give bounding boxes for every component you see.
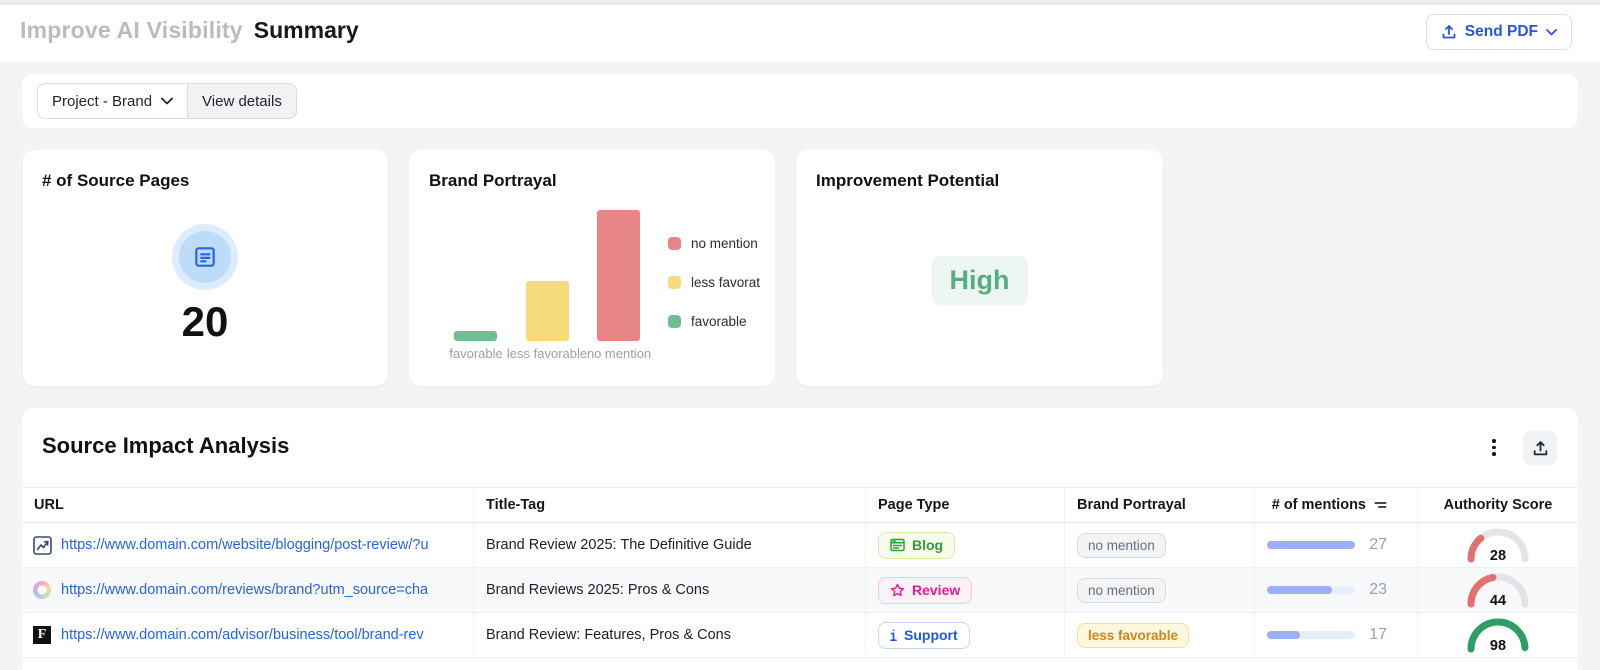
table-row: https://www.domain.com/website/blogging/… [22,523,1578,568]
mentions-count: 17 [1369,626,1387,643]
mentions-header-label: # of mentions [1271,497,1366,513]
source-impact-analysis-card: Source Impact Analysis URL Title-Tag Pag… [22,408,1578,670]
legend-item-less-favorable[interactable]: less favorat [668,275,760,290]
brand-portrayal-chart: favorable less favorable no mention no m… [409,150,775,386]
document-icon [172,224,238,290]
source-impact-analysis-title: Source Impact Analysis [42,433,290,458]
improvement-potential-value: High [931,256,1028,305]
page-header: Improve AI Visibility Summary Send PDF [0,5,1600,62]
bar-less-favorable [526,281,569,341]
legend-item-favorable[interactable]: favorable [668,314,760,329]
column-header-page-type: Page Type [866,488,1065,522]
send-pdf-button[interactable]: Send PDF [1425,14,1572,50]
brand-portrayal-title: Brand Portrayal [429,171,557,190]
brand-portrayal-card: Brand Portrayal favorable less favorable… [409,150,775,386]
source-pages-card: # of Source Pages 20 [22,150,388,386]
mentions-bar [1267,541,1355,549]
column-header-title-tag: Title-Tag [474,488,866,522]
improvement-potential-card: Improvement Potential High [796,150,1163,386]
table-row: F https://www.domain.com/advisor/busines… [22,613,1578,658]
send-pdf-label: Send PDF [1464,23,1538,40]
chevron-down-icon [1546,28,1557,36]
column-header-authority-score: Authority Score [1443,497,1553,513]
legend-swatch [668,276,681,289]
column-header-mentions: # of mentions [1255,488,1418,522]
chart-legend: no mention less favorat favorable [668,236,760,329]
export-button[interactable] [1523,431,1557,465]
legend-label: less favorat [691,275,761,290]
mentions-bar [1267,631,1355,639]
info-icon [890,628,897,642]
table-header-row: URL Title-Tag Page Type Brand Portrayal … [22,487,1578,523]
improvement-potential-title: Improvement Potential [816,171,1000,190]
authority-score-gauge: 98 [1466,616,1530,654]
line-chart-favicon [32,535,52,555]
mentions-count: 27 [1369,536,1387,553]
upload-icon [1441,24,1457,40]
authority-score-value: 44 [1489,593,1507,609]
legend-swatch [668,315,681,328]
table-row: https://www.domain.com/reviews/brand?utm… [22,568,1578,613]
breadcrumb: Improve AI Visibility Summary [20,17,359,44]
page-type-badge-review: Review [878,576,973,604]
page-type-badge-support: Support [878,621,970,649]
column-header-url: URL [22,488,474,522]
source-pages-title: # of Source Pages [42,171,190,190]
blog-icon [890,538,905,552]
authority-score-gauge: 28 [1466,526,1530,564]
authority-score-value: 28 [1489,548,1507,564]
legend-label: no mention [691,236,758,251]
sort-icon[interactable] [1374,500,1387,510]
project-selector-dropdown[interactable]: Project - Brand [37,83,189,119]
mentions-bar [1267,586,1355,594]
title-tag-text: Brand Review: Features, Pros & Cons [486,627,731,643]
page-type-badge-blog: Blog [878,531,956,559]
mentions-count: 23 [1369,581,1387,598]
title-tag-text: Brand Reviews 2025: Pros & Cons [486,582,710,598]
project-selector-label: Project - Brand [52,92,153,110]
bar-no-mention [597,210,640,341]
page-type-label: Review [912,582,961,598]
legend-label: favorable [691,314,747,329]
source-url-link[interactable]: https://www.domain.com/advisor/business/… [61,627,424,643]
chevron-down-icon [161,97,173,105]
source-pages-value: 20 [181,298,229,345]
letter-f-favicon: F [32,625,52,645]
page-title: Summary [253,17,359,43]
rainbow-swirl-favicon [32,580,52,600]
view-details-label: View details [202,92,282,110]
authority-score-value: 98 [1489,638,1507,654]
bar-favorable [454,331,497,341]
page-type-label: Support [904,627,958,643]
project-toolbar: Project - Brand View details [22,74,1578,128]
window-edge [0,0,1600,5]
more-options-button[interactable] [1486,438,1502,458]
source-url-link[interactable]: https://www.domain.com/website/blogging/… [61,537,429,553]
source-url-link[interactable]: https://www.domain.com/reviews/brand?utm… [61,582,429,598]
legend-item-no-mention[interactable]: no mention [668,236,760,251]
x-tick-favorable: favorable [449,346,503,361]
brand-portrayal-badge: no mention [1077,532,1166,558]
column-header-brand-portrayal: Brand Portrayal [1065,488,1255,522]
x-tick-no-mention: no mention [586,346,652,361]
x-tick-less-favorable: less favorable [506,346,588,361]
project-control-group: Project - Brand View details [37,83,297,119]
star-icon [890,583,905,598]
brand-portrayal-badge: no mention [1077,577,1166,603]
brand-portrayal-badge: less favorable [1077,622,1190,648]
page-type-label: Blog [912,537,944,553]
legend-swatch [668,237,681,250]
upload-icon [1532,440,1549,457]
section-title-muted: Improve AI Visibility [20,17,243,43]
authority-score-gauge: 44 [1466,571,1530,609]
view-details-button[interactable]: View details [188,83,297,119]
title-tag-text: Brand Review 2025: The Definitive Guide [486,537,752,553]
table-body: https://www.domain.com/website/blogging/… [22,523,1578,658]
